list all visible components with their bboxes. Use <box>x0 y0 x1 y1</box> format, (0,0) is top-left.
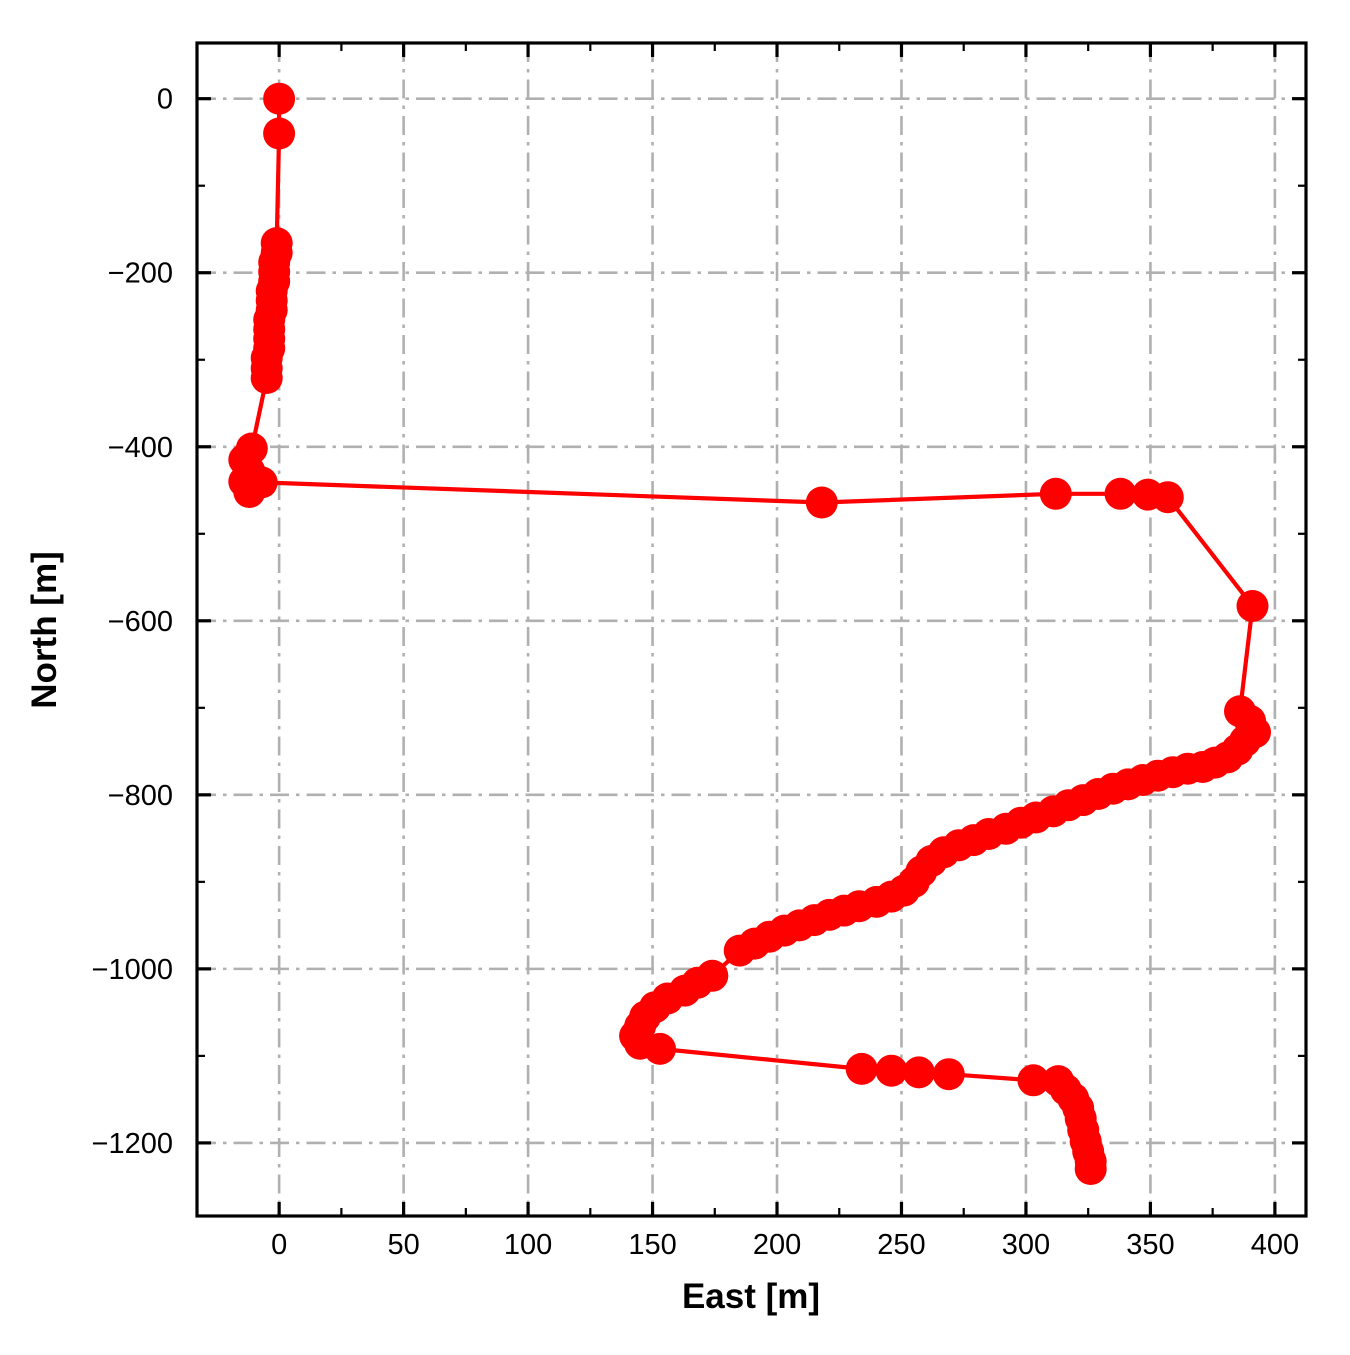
data-point-marker <box>263 82 296 115</box>
x-tick-label: 100 <box>504 1229 552 1261</box>
data-point-marker <box>1151 481 1184 514</box>
trajectory-series <box>228 82 1271 1185</box>
data-point-marker <box>250 362 283 394</box>
x-tick-label: 0 <box>271 1229 287 1261</box>
x-tick-label: 50 <box>387 1229 419 1261</box>
x-tick-label: 150 <box>628 1229 676 1261</box>
x-tick-label: 200 <box>753 1229 801 1261</box>
y-tick-label: 0 <box>157 84 173 116</box>
x-gridlines <box>277 43 1277 1216</box>
x-tick-label: 300 <box>1002 1229 1050 1261</box>
x-axis-label: East [m] <box>682 1277 820 1316</box>
trajectory-line <box>242 96 1258 1172</box>
y-tick-label: −400 <box>108 432 173 464</box>
data-point-marker <box>902 1056 935 1089</box>
data-point-marker <box>1104 477 1137 510</box>
data-point-marker <box>1039 477 1072 510</box>
trajectory-markers <box>228 82 1271 1185</box>
data-point-marker <box>845 1052 878 1085</box>
data-point-marker <box>1074 1153 1107 1185</box>
y-tick-label: −200 <box>108 258 173 290</box>
x-tick-label: 350 <box>1126 1229 1174 1261</box>
x-tick-label: 400 <box>1251 1229 1299 1261</box>
data-point-marker <box>932 1058 965 1091</box>
data-point-marker <box>263 117 296 150</box>
y-gridlines <box>197 97 1306 1145</box>
x-tick-labels: 0 50 100 150 200 250 300 350 400 <box>271 1229 1299 1261</box>
y-tick-label: −1200 <box>92 1128 173 1160</box>
y-axis-label: North [m] <box>25 551 64 708</box>
plot-border <box>195 41 1308 1218</box>
axis-ticks <box>197 43 1306 1216</box>
x-tick-label: 250 <box>877 1229 925 1261</box>
y-tick-label: −800 <box>108 780 173 812</box>
data-point-marker <box>245 466 278 499</box>
data-point-marker <box>805 486 838 519</box>
y-tick-labels: 0 −200 −400 −600 −800 −1000 −1200 <box>92 84 173 1160</box>
data-point-marker <box>723 934 756 967</box>
data-point-marker <box>1236 590 1269 622</box>
data-point-marker <box>1017 1064 1050 1097</box>
data-point-marker <box>875 1054 908 1087</box>
y-tick-label: −1000 <box>92 954 173 986</box>
data-point-marker <box>644 1032 676 1065</box>
y-tick-label: −600 <box>108 606 173 638</box>
